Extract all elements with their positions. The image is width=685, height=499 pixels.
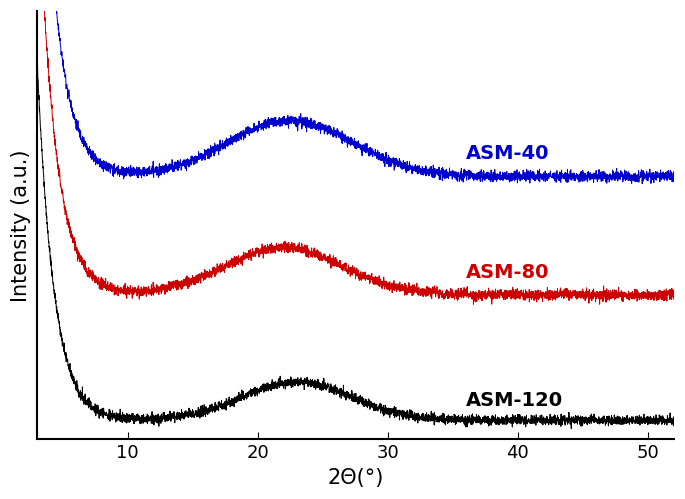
Y-axis label: Intensity (a.u.): Intensity (a.u.) bbox=[11, 149, 31, 301]
Text: ASM-40: ASM-40 bbox=[466, 144, 549, 163]
Text: ASM-120: ASM-120 bbox=[466, 391, 563, 410]
X-axis label: 2Θ(°): 2Θ(°) bbox=[327, 468, 384, 488]
Text: ASM-80: ASM-80 bbox=[466, 263, 549, 282]
